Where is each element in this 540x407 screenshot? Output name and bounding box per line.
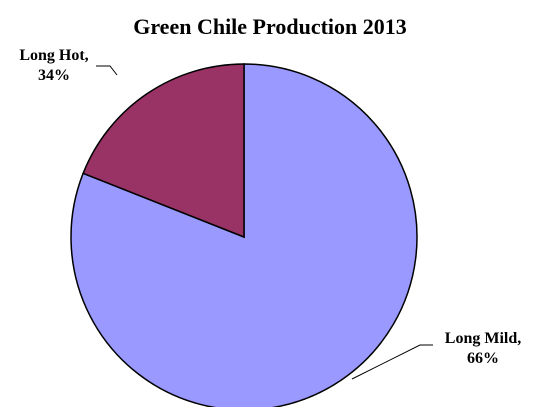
data-label-long-mild: Long Mild, 66%: [430, 329, 536, 369]
data-label-long-hot-name: Long Hot,: [19, 47, 89, 64]
data-label-long-hot-pct: 34%: [38, 67, 70, 84]
slice-long-hot: [82, 63, 245, 239]
data-label-long-hot: Long Hot, 34%: [8, 46, 100, 86]
leader-line-long-mild: [351, 344, 433, 380]
leader-line-long-hot: [96, 65, 118, 76]
data-label-long-mild-name: Long Mild,: [444, 330, 522, 347]
data-label-long-mild-pct: 66%: [467, 350, 499, 367]
chart-title: Green Chile Production 2013: [133, 14, 407, 39]
slice-long-mild: [70, 63, 418, 407]
